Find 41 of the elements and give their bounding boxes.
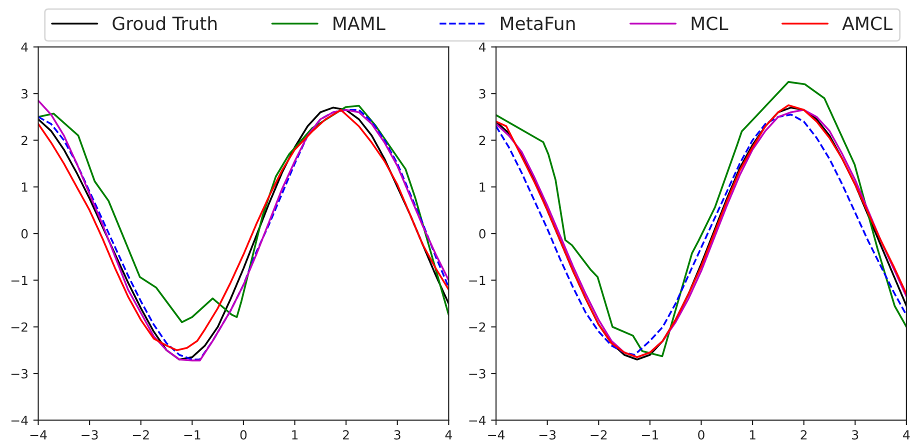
y-tick-label: −3 bbox=[11, 368, 28, 378]
x-tick-label: 2 bbox=[800, 430, 807, 440]
y-tick-label: 4 bbox=[21, 42, 28, 52]
x-tick-label: −3 bbox=[82, 430, 98, 440]
y-tick-label: −2 bbox=[469, 322, 486, 332]
y-tick-label: −4 bbox=[11, 416, 28, 425]
x-tick-label: 1 bbox=[292, 430, 298, 440]
x-tick-label: 1 bbox=[750, 430, 756, 440]
x-tick-label: −2 bbox=[590, 430, 607, 440]
y-tick-label: 1 bbox=[480, 182, 486, 192]
legend-label: AMCL bbox=[842, 16, 893, 30]
x-tick-label: −1 bbox=[642, 430, 658, 440]
legend-label: MetaFun bbox=[500, 16, 575, 30]
y-tick-label: −3 bbox=[469, 368, 486, 378]
x-tick-label: 0 bbox=[698, 430, 704, 440]
y-tick-label: −4 bbox=[469, 416, 486, 425]
y-tick-label: 0 bbox=[479, 229, 486, 238]
y-tick-label: −1 bbox=[469, 276, 486, 285]
x-tick-label: 4 bbox=[903, 430, 910, 440]
y-tick-label: 2 bbox=[22, 136, 28, 145]
legend-label: MAML bbox=[334, 16, 386, 30]
y-tick-label: −2 bbox=[11, 322, 28, 332]
y-tick-label: 4 bbox=[478, 42, 486, 52]
legend-label: Groud Truth bbox=[112, 16, 217, 30]
x-tick-label: −4 bbox=[488, 430, 505, 440]
y-tick-label: 3 bbox=[22, 89, 28, 99]
x-tick-label: 4 bbox=[445, 430, 452, 440]
x-tick-label: 2 bbox=[343, 430, 349, 440]
x-tick-label: 3 bbox=[852, 430, 858, 440]
y-tick-label: 2 bbox=[479, 136, 486, 145]
x-tick-label: −2 bbox=[132, 430, 149, 440]
y-tick-label: 3 bbox=[479, 89, 486, 99]
y-tick-label: 0 bbox=[21, 229, 28, 238]
legend-label: MCL bbox=[692, 16, 728, 30]
x-tick-label: −3 bbox=[539, 430, 556, 440]
x-tick-label: 0 bbox=[240, 430, 247, 440]
x-tick-label: −1 bbox=[184, 430, 200, 440]
y-tick-label: −1 bbox=[11, 276, 28, 285]
y-tick-label: 1 bbox=[22, 182, 28, 192]
x-tick-label: −4 bbox=[30, 430, 47, 440]
x-tick-label: 3 bbox=[394, 430, 400, 440]
